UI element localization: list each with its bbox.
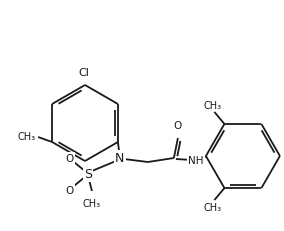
Text: N: N [115,152,125,165]
Text: S: S [84,168,92,181]
Text: CH₃: CH₃ [18,131,36,141]
Text: O: O [174,121,182,131]
Text: NH: NH [188,155,204,165]
Text: O: O [66,185,74,195]
Text: CH₃: CH₃ [203,202,222,212]
Text: CH₃: CH₃ [83,198,101,208]
Text: CH₃: CH₃ [203,100,222,110]
Text: O: O [66,153,74,163]
Text: Cl: Cl [79,68,89,78]
